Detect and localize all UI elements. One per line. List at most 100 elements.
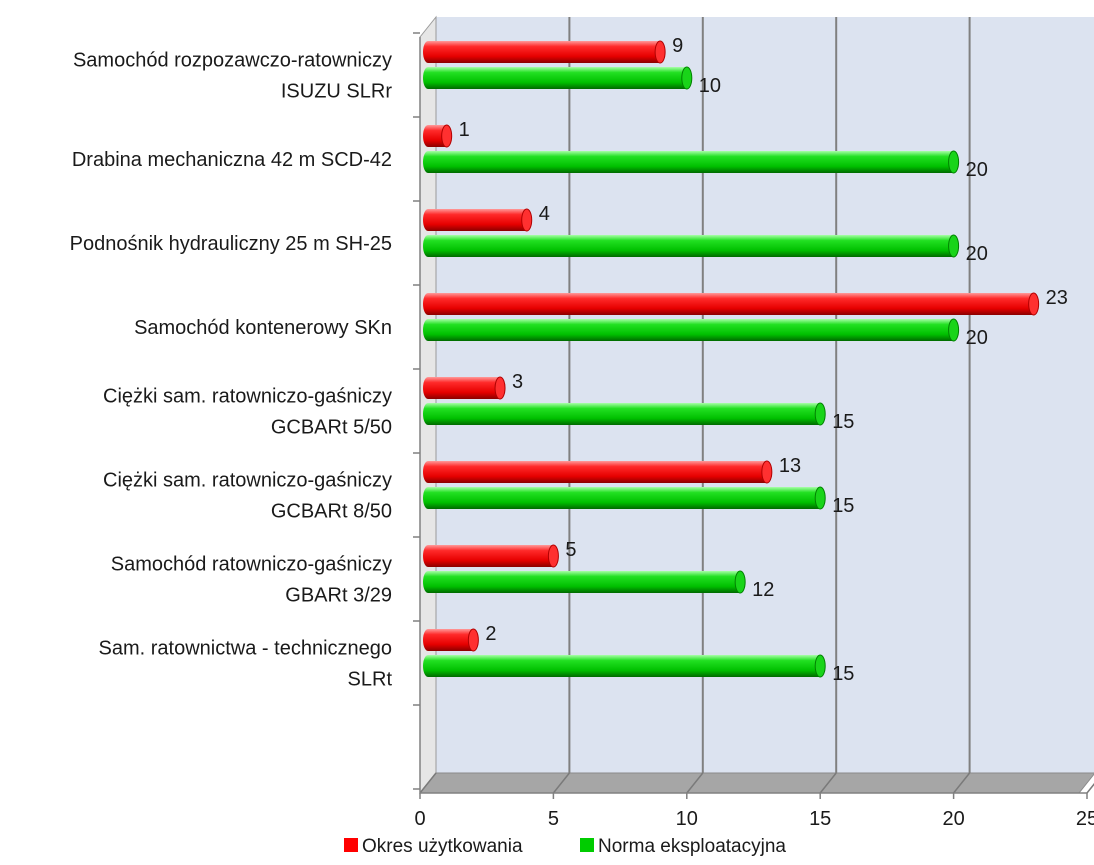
bar-end-cap <box>948 318 960 342</box>
floor-gridline <box>953 772 971 794</box>
data-label: 1 <box>459 119 470 141</box>
bar-body <box>428 293 1034 315</box>
data-label: 3 <box>512 371 523 393</box>
bar-end-cap <box>681 66 693 90</box>
bar-base-cap <box>423 487 433 509</box>
data-label: 4 <box>539 203 550 225</box>
bar-end-cap <box>814 486 826 510</box>
bar <box>423 150 960 174</box>
legend-swatch <box>580 838 594 852</box>
bar-end-cap <box>654 40 666 64</box>
data-label: 15 <box>832 663 854 685</box>
bar-base-cap <box>423 319 433 341</box>
category-label: GBARt 3/29 <box>285 585 392 607</box>
bar-body <box>428 545 554 567</box>
bar <box>423 66 693 90</box>
bar-body <box>428 487 821 509</box>
bar-body <box>428 655 821 677</box>
data-label: 15 <box>832 495 854 517</box>
data-label: 13 <box>779 455 801 477</box>
bar-end-cap <box>948 234 960 258</box>
category-label: ISUZU SLRr <box>281 81 392 103</box>
bar-base-cap <box>423 655 433 677</box>
x-tick-label: 5 <box>548 808 559 830</box>
bar <box>423 544 559 568</box>
category-label: Drabina mechaniczna 42 m SCD-42 <box>72 149 392 171</box>
grid-lines <box>419 17 1094 794</box>
legend-label: Okres użytkowania <box>362 836 523 857</box>
category-label: Sam. ratownictwa - technicznego <box>99 638 392 660</box>
bar <box>423 460 773 484</box>
data-label: 20 <box>966 159 988 181</box>
bar-body <box>428 319 954 341</box>
bar-body <box>428 151 954 173</box>
floor-gridline <box>686 772 704 794</box>
bar-base-cap <box>423 209 433 231</box>
axes: 0 5 10 15 20 25 <box>413 32 1094 830</box>
data-label: 12 <box>752 579 774 601</box>
legend-swatch <box>344 838 358 852</box>
bar-body <box>428 67 687 89</box>
bar <box>423 486 826 510</box>
category-label: SLRt <box>348 669 393 691</box>
bar <box>423 570 746 594</box>
x-tick-label: 25 <box>1076 808 1094 830</box>
bar-base-cap <box>423 571 433 593</box>
data-label: 20 <box>966 327 988 349</box>
bar <box>423 40 666 64</box>
bar <box>423 376 506 400</box>
data-label: 2 <box>485 623 496 645</box>
x-tick-label: 10 <box>676 808 698 830</box>
bar-base-cap <box>423 403 433 425</box>
category-label: Ciężki sam. ratowniczo-gaśniczy <box>103 386 392 408</box>
data-label: 23 <box>1046 287 1068 309</box>
bar-end-cap <box>494 376 506 400</box>
x-tick-label: 0 <box>414 808 425 830</box>
bar-body <box>428 41 661 63</box>
bar-end-cap <box>814 654 826 678</box>
bar-end-cap <box>467 628 479 652</box>
floor-gridline <box>1086 783 1094 794</box>
bar-base-cap <box>423 235 433 257</box>
bar <box>423 628 479 652</box>
category-label: GCBARt 5/50 <box>271 417 392 439</box>
bar <box>423 292 1040 316</box>
legend-item: Norma eksploatacyjna <box>580 836 786 857</box>
bar-base-cap <box>423 461 433 483</box>
data-label: 20 <box>966 243 988 265</box>
bar-body <box>428 629 474 651</box>
floor-gridline <box>552 772 570 794</box>
bar-base-cap <box>423 293 433 315</box>
data-label: 9 <box>672 35 683 57</box>
bar-body <box>428 461 767 483</box>
bar-end-cap <box>547 544 559 568</box>
legend-item: Okres użytkowania <box>344 836 523 857</box>
bar-base-cap <box>423 125 433 147</box>
bar <box>423 124 453 148</box>
bar <box>423 208 533 232</box>
category-label: Podnośnik hydrauliczny 25 m SH-25 <box>70 233 392 255</box>
category-label: Samochód rozpozawczo-ratowniczy <box>73 50 392 72</box>
bar-base-cap <box>423 41 433 63</box>
x-tick-label: 20 <box>942 808 964 830</box>
labels: Samochód rozpozawczo-ratowniczy ISUZU SLR… <box>70 35 1068 691</box>
bars <box>423 40 1040 678</box>
plot-floor <box>418 772 1094 794</box>
bar <box>423 318 960 342</box>
bar-base-cap <box>423 151 433 173</box>
legend: Okres użytkowania Norma eksploatacyjna <box>344 836 786 857</box>
bar-body <box>428 377 501 399</box>
bar-end-cap <box>761 460 773 484</box>
bar-end-cap <box>734 570 746 594</box>
category-label: GCBARt 8/50 <box>271 501 392 523</box>
bar-end-cap <box>1028 292 1040 316</box>
bar-end-cap <box>521 208 533 232</box>
bar-end-cap <box>948 150 960 174</box>
bar-end-cap <box>441 124 453 148</box>
legend-label: Norma eksploatacyjna <box>598 836 786 857</box>
x-tick-label: 15 <box>809 808 831 830</box>
category-label: Samochód ratowniczo-gaśniczy <box>111 554 392 576</box>
bar-base-cap <box>423 377 433 399</box>
category-label: Ciężki sam. ratowniczo-gaśniczy <box>103 470 392 492</box>
bar-base-cap <box>423 545 433 567</box>
